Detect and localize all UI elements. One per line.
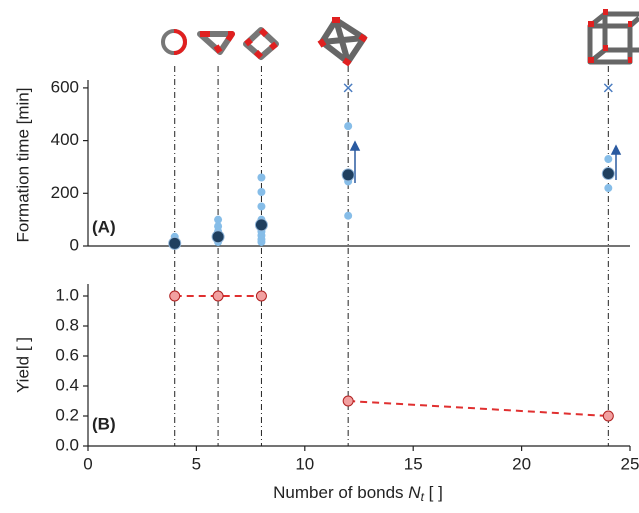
x-tick-label: 20 bbox=[512, 454, 531, 473]
yield-point bbox=[212, 290, 224, 302]
y-tick-label: 0 bbox=[70, 235, 79, 254]
sample-point bbox=[257, 173, 266, 182]
x-tick-label: 25 bbox=[621, 454, 639, 473]
x-tick-label: 0 bbox=[83, 454, 92, 473]
y-tick-label: 0.4 bbox=[55, 375, 79, 394]
y-tick-label: 0.6 bbox=[55, 345, 79, 364]
panel-label: (B) bbox=[92, 414, 116, 433]
cross-marker bbox=[343, 83, 353, 93]
x-axis-title: Number of bonds Nt [ ] bbox=[273, 483, 443, 504]
sample-point bbox=[344, 122, 353, 131]
mean-point bbox=[341, 168, 355, 182]
sample-point bbox=[604, 155, 613, 164]
x-axis-title-part: Number of bonds bbox=[273, 483, 408, 502]
yield-line bbox=[348, 400, 609, 417]
x-tick-label: 5 bbox=[192, 454, 201, 473]
mean-point bbox=[168, 236, 182, 250]
yield-point bbox=[169, 290, 181, 302]
mean-point bbox=[601, 167, 615, 181]
x-axis-title-part: N bbox=[408, 483, 421, 502]
sample-point bbox=[214, 215, 223, 224]
x-axis-title-part: [ ] bbox=[424, 483, 443, 502]
x-tick-label: 15 bbox=[404, 454, 423, 473]
yield-point bbox=[602, 410, 614, 422]
sample-point bbox=[257, 202, 266, 211]
y-tick-label: 600 bbox=[51, 77, 79, 96]
sample-point bbox=[344, 211, 353, 220]
x-tick-label: 10 bbox=[295, 454, 314, 473]
yield-point bbox=[342, 395, 354, 407]
y-axis-title: Formation time [min] bbox=[13, 88, 32, 243]
yield-point bbox=[255, 290, 267, 302]
y-tick-label: 400 bbox=[51, 130, 79, 149]
mean-point bbox=[254, 218, 268, 232]
y-axis-title: Yield [ ] bbox=[13, 337, 32, 393]
y-tick-label: 0.8 bbox=[55, 315, 79, 334]
sample-point bbox=[214, 222, 223, 231]
sample-point bbox=[604, 184, 613, 193]
y-tick-label: 1.0 bbox=[55, 285, 79, 304]
sample-point bbox=[257, 187, 266, 196]
x-axis-title-part: t bbox=[421, 490, 425, 504]
y-tick-label: 0.0 bbox=[55, 435, 79, 454]
y-tick-label: 200 bbox=[51, 183, 79, 202]
panel-label: (A) bbox=[92, 217, 116, 236]
structure-icons bbox=[161, 9, 639, 67]
y-tick-label: 0.2 bbox=[55, 405, 79, 424]
mean-point bbox=[211, 230, 225, 244]
arrows bbox=[349, 140, 622, 183]
cross-marker bbox=[603, 83, 613, 93]
